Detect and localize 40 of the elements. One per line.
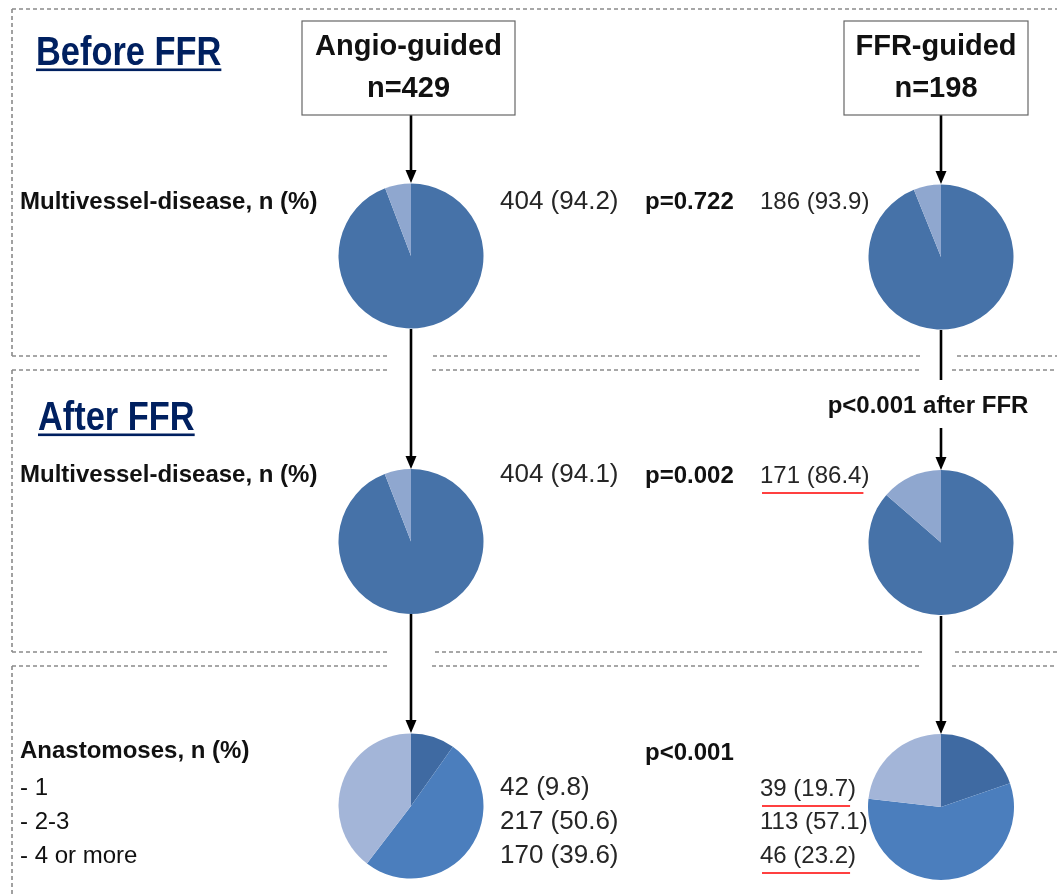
text: 113 (57.1) [760,807,868,834]
text: p=0.002 [645,461,734,488]
slice-label: Multivessel-disease, n (%) [20,460,318,487]
text: 170 (39.6) [500,839,619,869]
pie-slice [338,183,484,329]
text: 217 (50.6) [500,805,619,835]
pie-slice [913,184,941,257]
pie-slice [868,470,1014,615]
pie-slice [385,183,411,256]
data-label: 186 (93.9) [760,187,870,214]
pie-slice [886,470,941,543]
pie-slice [868,734,941,807]
chart-subtitle: n=198 [894,71,978,103]
text: Before FFR [36,28,222,74]
pie-slice [366,746,484,879]
text: - 1 [20,773,49,800]
chart-title: Angio-guided [315,29,502,61]
pie-slice [411,733,453,806]
text: - 2-3 [20,807,70,834]
pie-slice [338,469,484,614]
text: p<0.001 [645,738,734,765]
chart-title: FFR-guided [855,29,1017,61]
text: After FFR [38,393,195,439]
chart-subtitle: n=429 [366,71,451,103]
text: - 4 or more [20,841,138,868]
text: Anastomoses, n (%) [20,736,250,763]
text: p<0.001 after FFR [827,391,1029,418]
data-label: 404 (94.2) [500,185,619,215]
pie-slice [941,734,1010,807]
text: p=0.722 [645,187,734,214]
pie-slice [868,783,1014,880]
pie-slice [384,469,411,542]
data-label: 171 (86.4) [760,461,870,488]
pie-slice [338,733,411,864]
data-label: 404 (94.1) [500,458,619,488]
slice-label: Multivessel-disease, n (%) [20,187,318,214]
text: 46 (23.2) [760,841,857,868]
text: 39 (19.7) [760,774,857,801]
text: 42 (9.8) [500,771,590,801]
pie-slice [868,184,1014,330]
